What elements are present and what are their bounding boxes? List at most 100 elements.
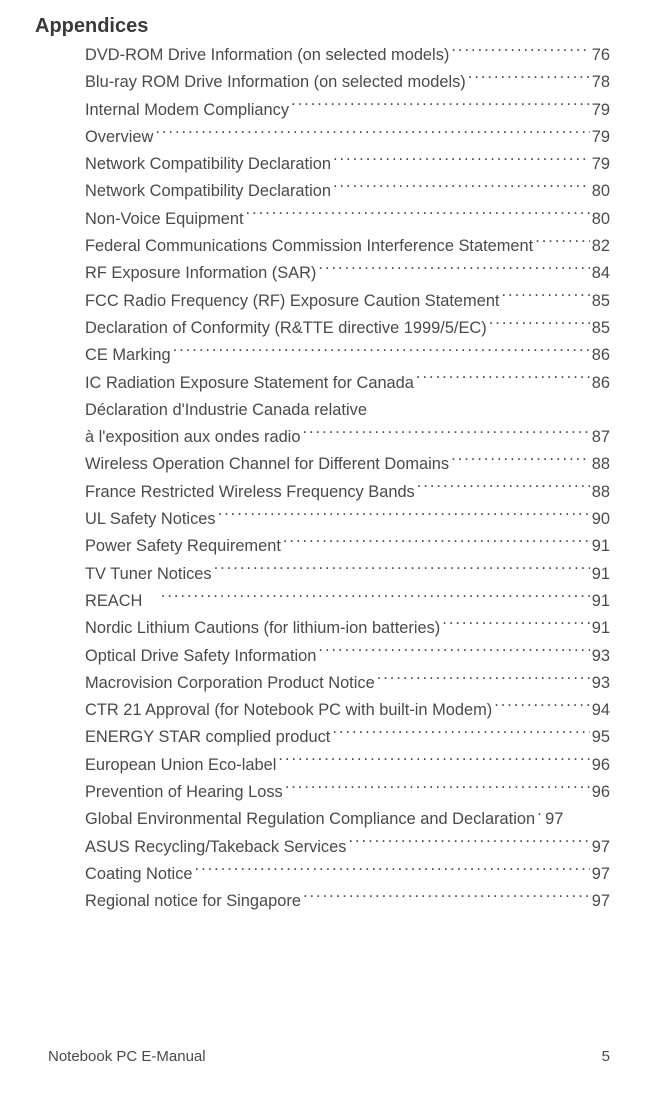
toc-leader — [246, 207, 590, 223]
toc-entry: ENERGY STAR complied product 95 — [85, 724, 610, 751]
toc-entry-title: Network Compatibility Declaration — [85, 178, 331, 205]
toc-entry-page: 80 — [592, 178, 610, 205]
toc-entry: FCC Radio Frequency (RF) Exposure Cautio… — [85, 288, 610, 315]
toc-leader — [218, 508, 590, 524]
toc-entry-page: 91 — [592, 561, 610, 588]
toc-entry-page: 86 — [592, 370, 610, 397]
toc-entry-title: Federal Communications Commission Interf… — [85, 233, 533, 260]
toc-entry: REACH 91 — [85, 588, 610, 615]
toc-entry-page: 97 — [592, 861, 610, 888]
toc-entry-page: 97 — [545, 806, 563, 833]
toc-entry: Declaration of Conformity (R&TTE directi… — [85, 315, 610, 342]
toc-leader — [318, 262, 589, 278]
toc-entry-page: 79 — [592, 151, 610, 178]
toc-leader — [489, 317, 590, 333]
toc-entry: Wireless Operation Channel for Different… — [85, 451, 610, 478]
toc-entry-title: Prevention of Hearing Loss — [85, 779, 283, 806]
toc-entry: Federal Communications Commission Interf… — [85, 233, 610, 260]
toc-entry-title: Overview — [85, 124, 153, 151]
toc-leader — [303, 890, 590, 906]
toc-entry-title: Declaration of Conformity (R&TTE directi… — [85, 315, 487, 342]
toc-entry-page: 78 — [592, 69, 610, 96]
toc-leader — [537, 808, 543, 824]
toc-leader — [302, 426, 589, 442]
toc-entry: Internal Modem Compliancy79 — [85, 97, 610, 124]
toc-entry: Optical Drive Safety Information 93 — [85, 643, 610, 670]
toc-entry: Prevention of Hearing Loss 96 — [85, 779, 610, 806]
toc-entry: CE Marking86 — [85, 342, 610, 369]
toc-entry-page: 86 — [592, 342, 610, 369]
toc-entry: France Restricted Wireless Frequency Ban… — [85, 479, 610, 506]
toc-entry: Regional notice for Singapore 97 — [85, 888, 610, 915]
toc-entry-title: FCC Radio Frequency (RF) Exposure Cautio… — [85, 288, 500, 315]
toc-entry-title: IC Radiation Exposure Statement for Cana… — [85, 370, 414, 397]
toc-leader — [451, 44, 589, 60]
toc-entry: à l'exposition aux ondes radio 87 — [85, 424, 610, 451]
toc-leader — [161, 590, 590, 606]
toc-entry: Déclaration d'Industrie Canada relative — [85, 397, 610, 424]
toc-leader — [285, 781, 590, 797]
toc-entry-title: ASUS Recycling/Takeback Services — [85, 834, 346, 861]
toc-entry: ASUS Recycling/Takeback Services97 — [85, 834, 610, 861]
toc-entry-title: Global Environmental Regulation Complian… — [85, 806, 535, 833]
toc-entry-title: Déclaration d'Industrie Canada relative — [85, 397, 367, 424]
toc-entry-page: 95 — [592, 724, 610, 751]
footer-page-number: 5 — [602, 1048, 610, 1065]
toc-entry: Non-Voice Equipment80 — [85, 206, 610, 233]
toc-entry-title: Nordic Lithium Cautions (for lithium-ion… — [85, 615, 440, 642]
toc-entry: DVD-ROM Drive Information (on selected m… — [85, 42, 610, 69]
toc-leader — [416, 371, 590, 387]
toc-entry-page: 94 — [592, 697, 610, 724]
toc-entry-page: 82 — [592, 233, 610, 260]
toc-leader — [155, 126, 589, 142]
toc-entry-title: UL Safety Notices — [85, 506, 216, 533]
toc-leader — [333, 153, 590, 169]
toc-entry-page: 96 — [592, 779, 610, 806]
toc-entry-title: Optical Drive Safety Information — [85, 643, 316, 670]
toc-entry-title: Wireless Operation Channel for Different… — [85, 451, 449, 478]
toc-entry-page: 80 — [592, 206, 610, 233]
toc-leader — [278, 753, 589, 769]
toc-entry-title: European Union Eco-label — [85, 752, 276, 779]
toc-leader — [348, 835, 589, 851]
toc-entry-page: 97 — [592, 888, 610, 915]
toc-entry-title: Macrovision Corporation Product Notice — [85, 670, 375, 697]
toc-leader — [451, 453, 590, 469]
toc-entry: Overview 79 — [85, 124, 610, 151]
toc-leader — [318, 644, 589, 660]
table-of-contents: DVD-ROM Drive Information (on selected m… — [85, 42, 610, 916]
toc-leader — [468, 71, 590, 87]
toc-entry-title: TV Tuner Notices — [85, 561, 212, 588]
toc-leader — [535, 235, 590, 251]
toc-leader — [442, 617, 590, 633]
toc-entry-page: 79 — [592, 124, 610, 151]
toc-entry-title: à l'exposition aux ondes radio — [85, 424, 300, 451]
toc-leader — [377, 671, 590, 687]
toc-leader — [332, 726, 589, 742]
toc-entry-page: 91 — [592, 615, 610, 642]
toc-entry: Network Compatibility Declaration 79 — [85, 151, 610, 178]
toc-entry-page: 91 — [592, 533, 610, 560]
toc-entry: Blu-ray ROM Drive Information (on select… — [85, 69, 610, 96]
toc-leader — [502, 289, 590, 305]
toc-entry-page: 85 — [592, 288, 610, 315]
toc-entry-title: Internal Modem Compliancy — [85, 97, 289, 124]
toc-leader — [291, 98, 590, 114]
page: Appendices DVD-ROM Drive Information (on… — [0, 0, 660, 1093]
toc-entry-page: 93 — [592, 643, 610, 670]
toc-entry: Global Environmental Regulation Complian… — [85, 806, 610, 833]
toc-entry-page: 90 — [592, 506, 610, 533]
toc-leader — [283, 535, 590, 551]
toc-entry: UL Safety Notices 90 — [85, 506, 610, 533]
toc-entry-title: Regional notice for Singapore — [85, 888, 301, 915]
page-footer: Notebook PC E-Manual 5 — [0, 1048, 660, 1065]
toc-entry-title: France Restricted Wireless Frequency Ban… — [85, 479, 415, 506]
toc-entry-title: RF Exposure Information (SAR) — [85, 260, 316, 287]
toc-entry: Coating Notice97 — [85, 861, 610, 888]
toc-entry-title: Network Compatibility Declaration — [85, 151, 331, 178]
toc-entry-title: ENERGY STAR complied product — [85, 724, 330, 751]
toc-entry: CTR 21 Approval (for Notebook PC with bu… — [85, 697, 610, 724]
toc-entry-page: 85 — [592, 315, 610, 342]
toc-entry-title: Power Safety Requirement — [85, 533, 281, 560]
toc-entry: Network Compatibility Declaration 80 — [85, 178, 610, 205]
